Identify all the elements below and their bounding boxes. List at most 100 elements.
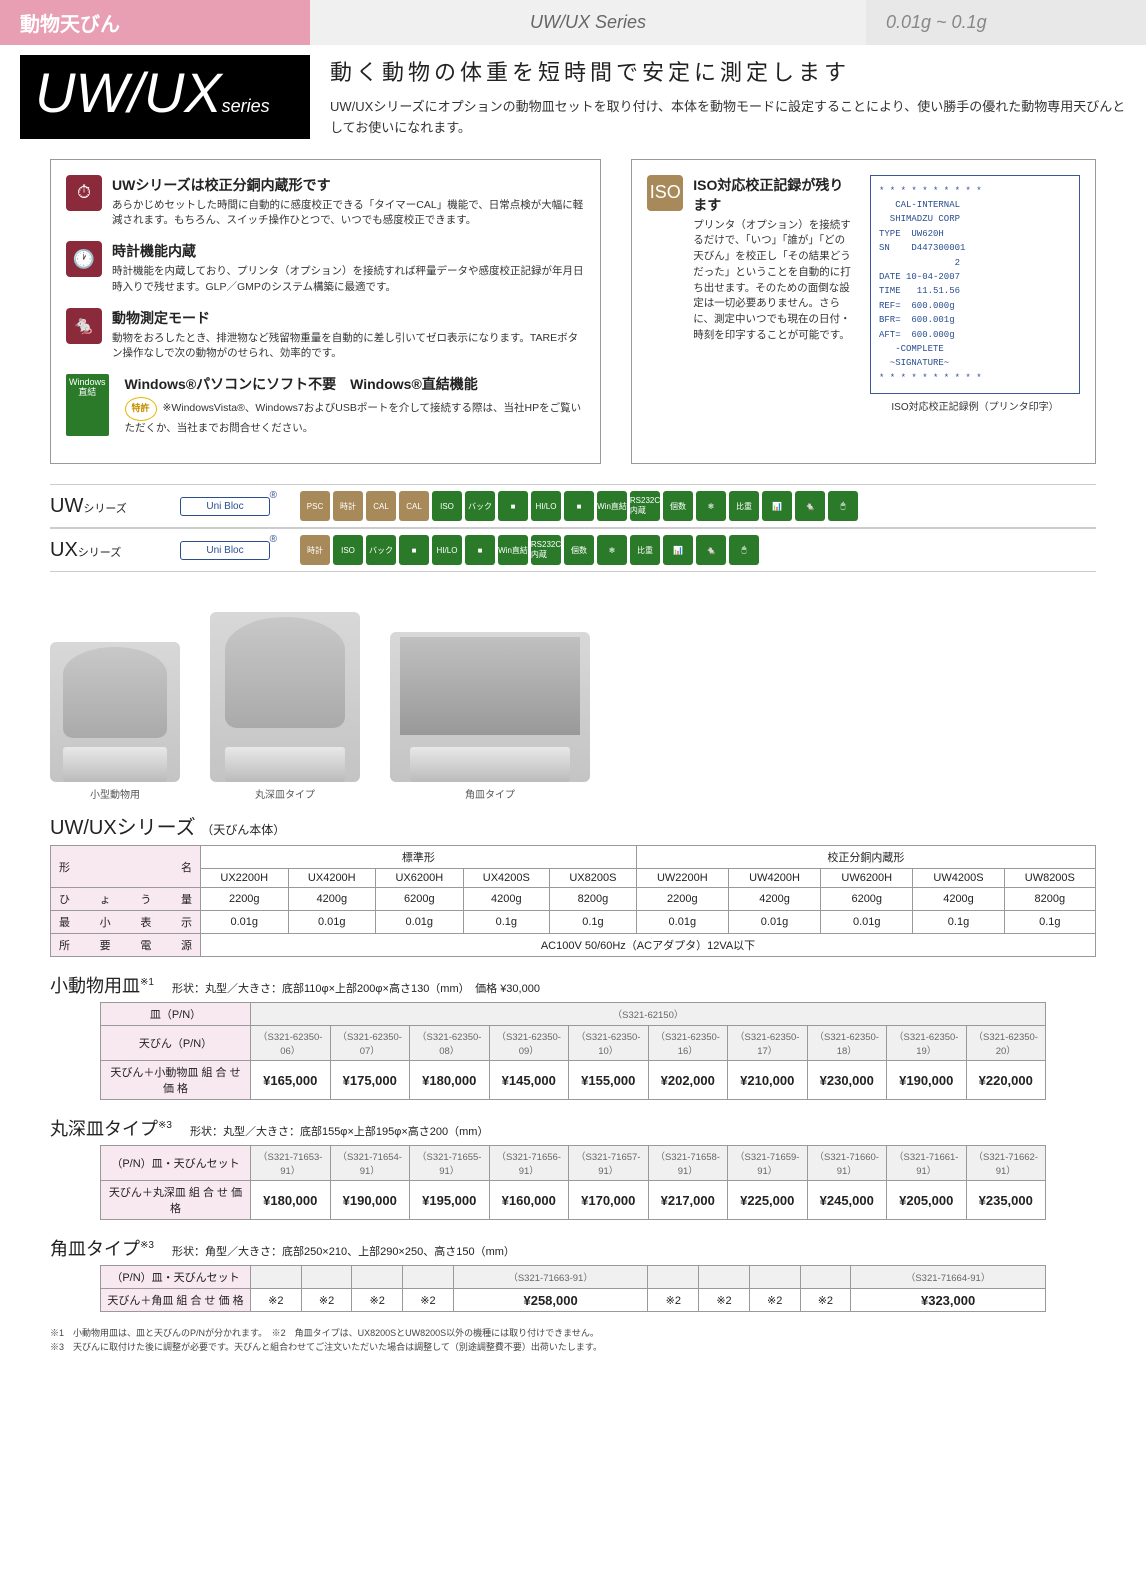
category-label: 動物天びん (0, 0, 310, 45)
pn-cell: （S321-71653-91） (251, 1146, 331, 1181)
feature-desc: 時計機能を内蔵しており、プリンタ（オプション）を接続すれば秤量データや感度校正記… (112, 264, 585, 296)
row-label: 最 小 表 示 (51, 911, 201, 934)
price-section: 角皿タイプ※3 形状：角型／大きさ：底部250×210、上部290×250、高さ… (0, 1235, 1146, 1312)
hero-section: UW/UXseries 動く動物の体重を短時間で安定に測定します UW/UXシリ… (0, 45, 1146, 159)
product-label: 丸深皿タイプ (210, 786, 360, 801)
pn-cell: （S321-62350-18） (807, 1026, 887, 1061)
model-header: UX8200S (550, 869, 637, 888)
price-cell: ¥245,000 (807, 1181, 887, 1220)
price-cell: ※2 (800, 1289, 851, 1312)
hero-logo: UW/UXseries (20, 55, 310, 139)
price-table: （P/N）皿・天びんセット（S321-71663-91）（S321-71664-… (100, 1265, 1046, 1312)
hero-headline: 動く動物の体重を短時間で安定に測定します (330, 55, 1126, 87)
unibloc-badge: Uni Bloc® (180, 541, 270, 560)
range-label: 0.01g ~ 0.1g (866, 0, 1146, 45)
hero-subtitle: series (222, 96, 270, 116)
footnotes: ※1 小動物用皿は、皿と天びんのP/Nが分かれます。 ※2 角皿タイプは、UX8… (0, 1327, 1146, 1354)
footnote-line: ※1 小動物用皿は、皿と天びんのP/Nが分かれます。 ※2 角皿タイプは、UX8… (50, 1327, 1096, 1341)
series-feature-icon: ■ (564, 491, 594, 521)
series-feature-icon: 📊 (663, 535, 693, 565)
pn-cell: （S321-62350-19） (887, 1026, 967, 1061)
printout-line: TIME 11.51.56 (879, 284, 1071, 298)
price-cell: ※2 (403, 1289, 454, 1312)
pn-cell (352, 1266, 403, 1289)
pn-cell: （S321-62350-09） (489, 1026, 569, 1061)
iso-panel: ISO ISO対応校正記録が残ります プリンタ（オプション）を接続するだけで、「… (631, 159, 1096, 465)
feature-desc: あらかじめセットした時間に自動的に感度校正できる「タイマーCAL」機能で、日常点… (112, 198, 585, 230)
spec-cell: 6200g (821, 888, 913, 911)
iso-printout-wrapper: * * * * * * * * * * CAL-INTERNAL SHIMADZ… (870, 175, 1080, 449)
hero-title: UW/UX (35, 61, 222, 124)
group-header: 標準形 (201, 846, 637, 869)
series-feature-icon: バック (366, 535, 396, 565)
series-icons: 時計ISOバック■HI/LO■Win直結RS232C内蔵個数❄比重📊🐁🖱 (300, 535, 759, 565)
spec-cell: 8200g (1004, 888, 1095, 911)
patent-badge: 特許 (125, 397, 157, 421)
spec-cell: 0.1g (1004, 911, 1095, 934)
pn-main: （S321-62150） (251, 1003, 1046, 1026)
pn-cell (800, 1266, 851, 1289)
pn-cell (403, 1266, 454, 1289)
pn-cell: （S321-71659-91） (728, 1146, 808, 1181)
spec-cell: 0.1g (463, 911, 550, 934)
price-cell: ¥180,000 (251, 1181, 331, 1220)
product-images: 小型動物用丸深皿タイプ角皿タイプ (0, 612, 1146, 801)
pn-cell (648, 1266, 699, 1289)
series-name: UWシリーズ (50, 495, 180, 518)
price-cell: ※2 (352, 1289, 403, 1312)
spec-cell: 0.01g (821, 911, 913, 934)
feature-item: 🐁動物測定モード動物をおろしたとき、排泄物など残留物重量を自動的に差し引いてゼロ… (66, 308, 585, 363)
series-feature-icon: ■ (399, 535, 429, 565)
series-feature-icon: 🐁 (696, 535, 726, 565)
iso-printout-caption: ISO対応校正記録例（プリンタ印字） (870, 398, 1080, 413)
spec-cell: 4200g (288, 888, 376, 911)
series-row: UWシリーズUni Bloc®PSC時計CALCALISOバック■HI/LO■W… (50, 484, 1096, 528)
hero-text: 動く動物の体重を短時間で安定に測定します UW/UXシリーズにオプションの動物皿… (310, 55, 1126, 139)
series-row: UXシリーズUni Bloc® 時計ISOバック■HI/LO■Win直結RS232… (50, 528, 1096, 572)
series-feature-icon: PSC (300, 491, 330, 521)
price-cell: ¥175,000 (330, 1061, 410, 1100)
spec-cell: 0.1g (913, 911, 1004, 934)
pn-cell: （S321-62350-10） (569, 1026, 649, 1061)
spec-cell: AC100V 50/60Hz（ACアダプタ）12VA以下 (201, 934, 1096, 957)
price-table: 皿（P/N）（S321-62150）天びん（P/N）（S321-62350-06… (100, 1002, 1046, 1100)
main-table-title-text: UW/UXシリーズ (50, 817, 196, 839)
series-feature-icon: 🖱 (729, 535, 759, 565)
series-label: UW/UX Series (310, 0, 866, 45)
page-header: 動物天びん UW/UX Series 0.01g ~ 0.1g (0, 0, 1146, 45)
row-label: 所 要 電 源 (51, 934, 201, 957)
price-cell: ¥190,000 (887, 1061, 967, 1100)
printout-line: -COMPLETE (879, 342, 1071, 356)
row-label: 天びん（P/N） (101, 1026, 251, 1061)
price-section: 丸深皿タイプ※3 形状：丸型／大きさ：底部155φ×上部195φ×高さ200（m… (0, 1115, 1146, 1220)
feature-item: 🕐時計機能内蔵時計機能を内蔵しており、プリンタ（オプション）を接続すれば秤量デー… (66, 241, 585, 296)
series-icons: PSC時計CALCALISOバック■HI/LO■Win直結RS232C内蔵個数❄… (300, 491, 858, 521)
product-image: 丸深皿タイプ (210, 612, 360, 801)
pn-cell: （S321-71663-91） (453, 1266, 648, 1289)
price-cell: ¥202,000 (648, 1061, 728, 1100)
series-icon-rows: UWシリーズ Uni Bloc® PSC時計CALCALISOバック■HI/LO■W… (0, 484, 1146, 572)
model-header: UW4200H (728, 869, 820, 888)
spec-cell: 6200g (376, 888, 464, 911)
pn-cell: （S321-71657-91） (569, 1146, 649, 1181)
pn-cell: （S321-62350-07） (330, 1026, 410, 1061)
spec-cell: 4200g (728, 888, 820, 911)
features-panel: ⏱UWシリーズは校正分銅内蔵形ですあらかじめセットした時間に自動的に感度校正でき… (50, 159, 601, 465)
col-header: 形 名 (51, 846, 201, 888)
price-cell: ¥235,000 (966, 1181, 1046, 1220)
iso-text: ISO ISO対応校正記録が残ります プリンタ（オプション）を接続するだけで、「… (647, 175, 855, 449)
series-feature-icon: RS232C内蔵 (531, 535, 561, 565)
model-header: UW2200H (636, 869, 728, 888)
printout-line: ~SIGNATURE~ (879, 356, 1071, 370)
printout-line: SHIMADZU CORP (879, 212, 1071, 226)
spec-cell: 0.01g (201, 911, 289, 934)
price-cell: ¥155,000 (569, 1061, 649, 1100)
series-feature-icon: ■ (498, 491, 528, 521)
spec-cell: 2200g (636, 888, 728, 911)
price-section-title: 小動物用皿※1 形状：丸型／大きさ：底部110φ×上部200φ×高さ130（mm… (50, 972, 1096, 998)
printout-line: BFR= 600.001g (879, 313, 1071, 327)
series-feature-icon: 時計 (300, 535, 330, 565)
series-name: UXシリーズ (50, 539, 180, 562)
product-illustration (390, 632, 590, 782)
pn-cell: （S321-71654-91） (330, 1146, 410, 1181)
